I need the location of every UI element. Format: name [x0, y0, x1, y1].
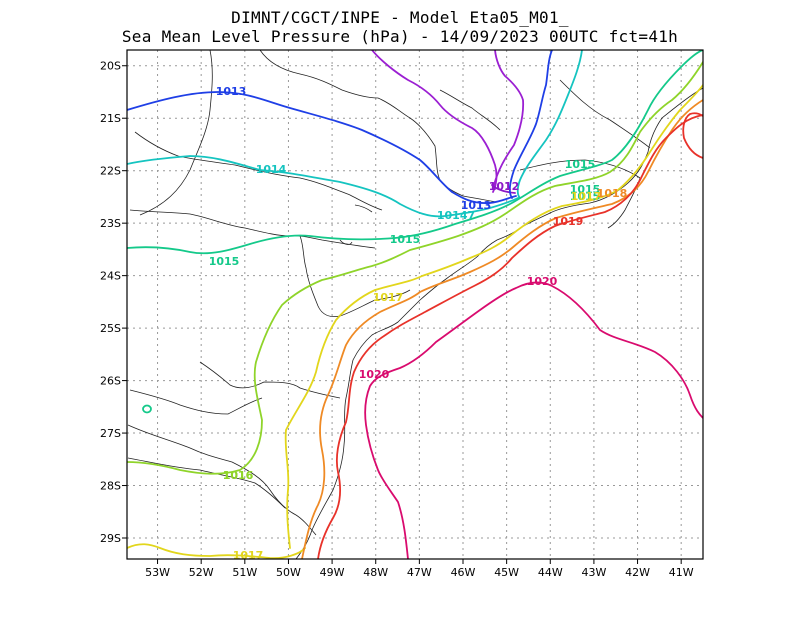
contour-label: 1015 [390, 233, 421, 246]
contour-label: 1016 [223, 469, 254, 482]
contour-label: 1013 [216, 85, 247, 98]
contour-label: 1017 [233, 549, 264, 562]
isobar-1014 [516, 50, 583, 199]
x-tick-label: 50W [276, 566, 301, 579]
isobar-1016 [142, 404, 152, 414]
y-tick-label: 24S [100, 270, 121, 283]
y-tick-label: 21S [100, 112, 121, 125]
coastline [295, 87, 703, 559]
grid [127, 50, 703, 559]
state-border [127, 457, 286, 509]
x-tick-label: 46W [451, 566, 476, 579]
x-tick-label: 41W [669, 566, 694, 579]
plot-frame [126, 49, 704, 560]
x-tick-label: 47W [407, 566, 432, 579]
state-border [559, 79, 651, 149]
y-tick-label: 22S [100, 165, 121, 178]
state-border [139, 50, 213, 216]
isobar-1011 [371, 50, 498, 193]
contour-label: 1018 [597, 187, 628, 200]
y-tick-label: 29S [100, 532, 121, 545]
isobar-1015 [127, 50, 703, 255]
isobar-1017 [284, 84, 703, 549]
state-border [127, 424, 317, 536]
isobar-1011 [493, 50, 525, 186]
isobar-1012 [491, 184, 516, 194]
isobar-1016 [127, 61, 703, 475]
y-axis: 20S 21S 22S 23S 24S 25S 26S 27S 28S 29S [100, 60, 127, 545]
isobar-1013 [508, 50, 553, 199]
island [339, 239, 353, 245]
isobar-1018 [301, 99, 703, 559]
y-tick-label: 25S [100, 322, 121, 335]
y-tick-label: 26S [100, 375, 121, 388]
x-tick-label: 51W [232, 566, 257, 579]
contour-label: 1013 [461, 199, 492, 212]
state-border [129, 389, 263, 415]
x-tick-label: 49W [320, 566, 345, 579]
isobar-1013 [127, 91, 517, 204]
y-tick-label: 28S [100, 480, 121, 493]
x-tick-label: 52W [189, 566, 214, 579]
contour-label: 1015 [565, 158, 596, 171]
contour-label: 1020 [527, 275, 558, 288]
coastline-and-borders [127, 50, 703, 559]
state-border [129, 209, 376, 249]
x-tick-label: 43W [581, 566, 606, 579]
state-border [519, 159, 641, 179]
state-border [199, 361, 341, 399]
x-tick-label: 42W [625, 566, 650, 579]
y-tick-label: 27S [100, 427, 121, 440]
contour-label: 1014 [256, 163, 287, 176]
contour-label: 1016 [223, 469, 254, 482]
contour-label: 1017 [571, 190, 602, 203]
isobar-1014 [127, 155, 519, 218]
x-axis: 53W 52W 51W 50W 49W 48W 47W 46W 45W 44W 43W 42W 41W [145, 559, 694, 579]
lake-coast [439, 89, 501, 131]
isobar-1019 [682, 112, 703, 159]
contour-label: 1015 [570, 183, 601, 196]
isobar-1019 [317, 114, 703, 559]
contour-label: 1020 [359, 368, 390, 381]
island [354, 204, 373, 213]
state-border [259, 50, 497, 203]
state-border [299, 235, 411, 317]
x-tick-label: 53W [145, 566, 170, 579]
isobar-1017 [127, 543, 306, 559]
x-tick-label: 48W [363, 566, 388, 579]
state-border [134, 131, 383, 211]
contour-label: 1015 [209, 255, 240, 268]
y-tick-label: 20S [100, 60, 121, 73]
contour-label: 1017 [373, 291, 404, 304]
isobar-1020 [364, 281, 703, 559]
chart-title-line1: DIMNT/CGCT/INPE - Model Eta05_M01_ [231, 8, 569, 27]
contour-label: 1015 [570, 190, 601, 203]
contour-label: 1019 [553, 215, 584, 228]
x-tick-label: 44W [538, 566, 563, 579]
contour-label: 1012 [489, 180, 520, 193]
chart-title-line2: Sea Mean Level Pressure (hPa) - 14/09/20… [121, 27, 679, 46]
x-tick-label: 45W [494, 566, 519, 579]
y-tick-label: 23S [100, 217, 121, 230]
contour-label: 10147 [437, 209, 475, 222]
